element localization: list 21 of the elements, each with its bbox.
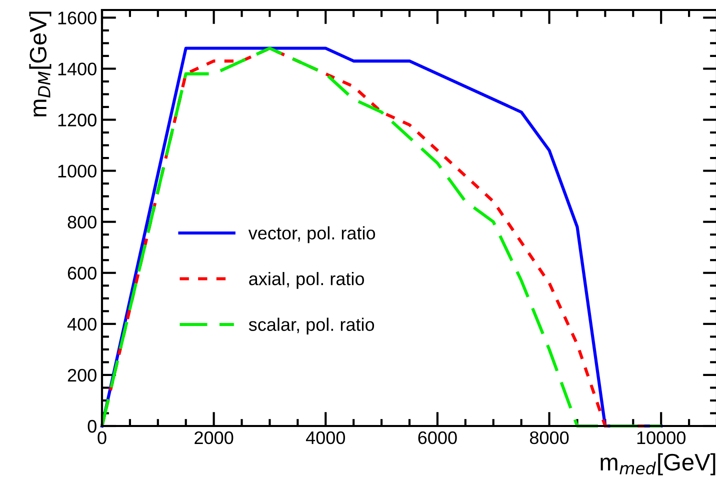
x-tick-label: 8000 [530, 431, 569, 444]
x-tick-label: 6000 [418, 431, 457, 444]
legend-label: scalar, pol. ratio [248, 318, 374, 335]
x-tick-label: 2000 [194, 431, 234, 444]
y-axis-title: m$_{DM}$[GeV] [29, 12, 52, 116]
line-series [100, 46, 663, 428]
x-axis-title: m$_{med}$[GeV] [600, 453, 716, 476]
y-tick-label: 1000 [58, 164, 96, 178]
y-tick-label: 200 [68, 368, 96, 382]
y-tick-label: 600 [68, 266, 96, 280]
x-tick-label: 0 [98, 431, 106, 444]
y-tick-label: 1600 [58, 12, 96, 24]
y-tick-label: 400 [67, 318, 96, 331]
y-tick-label: 1200 [58, 114, 96, 126]
x-tick-label: 4000 [306, 431, 346, 444]
y-tick-label: 800 [68, 216, 96, 229]
legend-label: axial, pol. ratio [249, 272, 364, 289]
legend-label: vector, pol. ratio [248, 226, 376, 244]
y-tick-label: 0 [88, 420, 96, 433]
x-tick-label: 10000 [637, 431, 686, 444]
y-tick-label: 1400 [58, 62, 96, 76]
